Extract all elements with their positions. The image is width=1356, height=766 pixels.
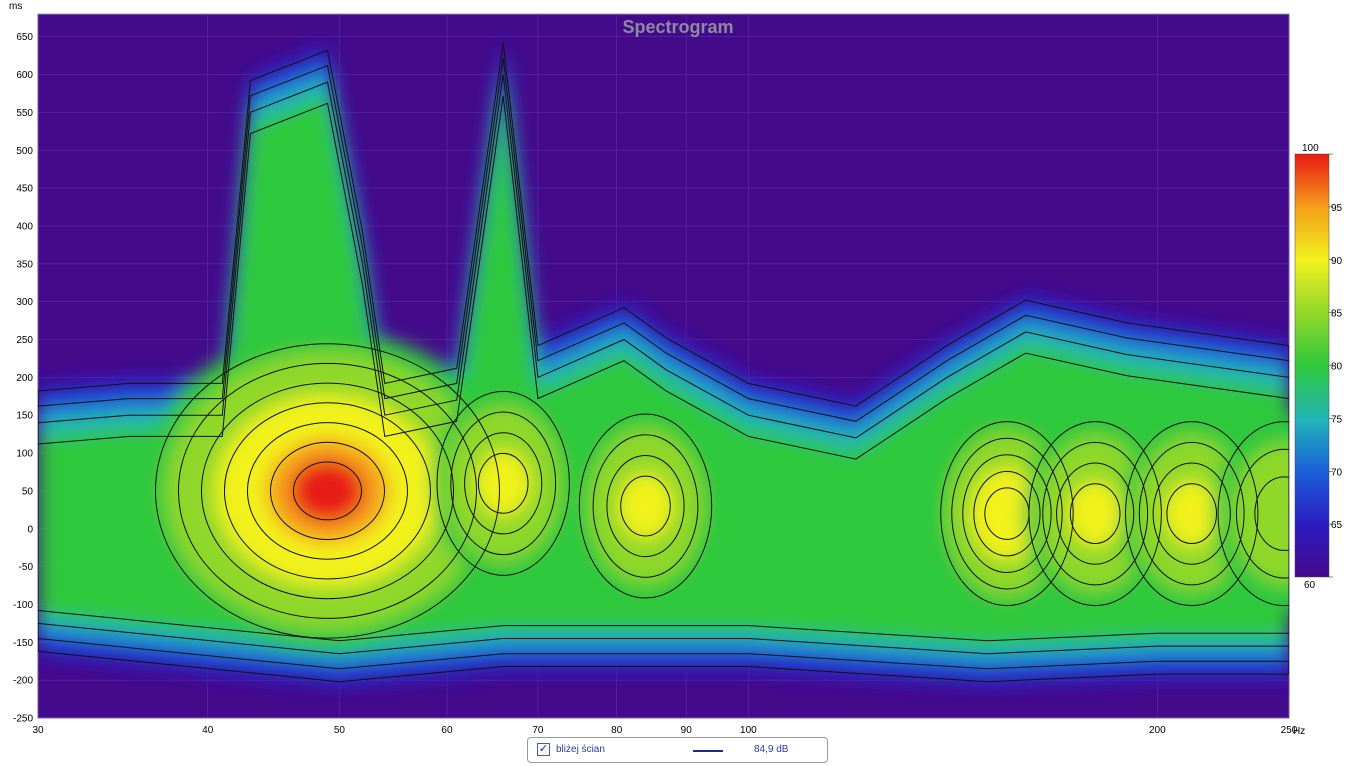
- y-tick-label: 100: [16, 449, 33, 460]
- peak-contour: [1138, 441, 1245, 586]
- peak-contour: [154, 343, 500, 639]
- legend-box: ✓ bliżej ścian 84,9 dB: [527, 737, 828, 763]
- x-axis-ticks: 30 40 50 60 70 80 90 100 200 250: [32, 725, 1297, 736]
- x-tick-label: 80: [611, 725, 623, 736]
- colorbar-ticks: 100 95 90 85 80 75 70 65 60: [1302, 143, 1343, 591]
- peak-contour: [292, 461, 362, 521]
- peak-contour: [578, 413, 713, 599]
- peak-contour: [606, 454, 685, 558]
- colorbar-tick-label: 60: [1304, 580, 1316, 591]
- peak-contour: [223, 402, 431, 580]
- y-tick-label: 200: [16, 373, 33, 384]
- peak-level-region: [1252, 473, 1289, 554]
- legend-series-value: 84,9 dB: [754, 744, 789, 755]
- y-tick-label: -100: [13, 600, 33, 611]
- colorbar-tick-label: 90: [1331, 256, 1343, 267]
- peak-contour: [592, 434, 699, 578]
- y-tick-label: 250: [16, 335, 33, 346]
- peak-contour: [1042, 441, 1149, 586]
- y-tick-label: 500: [16, 146, 33, 157]
- x-tick-label: 70: [532, 725, 544, 736]
- peak-contour: [1152, 462, 1231, 565]
- y-tick-label: -250: [13, 714, 33, 725]
- peak-contour: [940, 421, 1074, 607]
- peak-contour: [246, 422, 408, 560]
- colorbar-tick-label: 65: [1331, 520, 1343, 531]
- y-tick-label: 150: [16, 411, 33, 422]
- y-tick-label: 0: [27, 524, 33, 535]
- peak-contour: [1056, 462, 1135, 565]
- peak-contour: [1069, 483, 1121, 545]
- spectrogram-surface: [38, 36, 1289, 688]
- y-tick-label: -150: [13, 638, 33, 649]
- peak-contour: [464, 432, 543, 535]
- contour-line: [38, 57, 1289, 670]
- peak-contour: [450, 411, 557, 556]
- x-tick-label: 60: [441, 725, 453, 736]
- peak-contour: [962, 454, 1052, 574]
- legend-series-name: bliżej ścian: [556, 744, 605, 755]
- y-tick-label: -50: [19, 562, 34, 573]
- contour-line: [38, 95, 1289, 642]
- y-tick-label: 600: [16, 70, 33, 81]
- y-axis-ticks: 650600550500450400350300250200150100500-…: [13, 32, 33, 724]
- peak-level-region: [982, 485, 1031, 542]
- peak-level-region: [476, 450, 531, 516]
- colorbar-tick-label: 100: [1302, 143, 1319, 154]
- colorbar-tick-label: 75: [1331, 414, 1343, 425]
- x-tick-label: 40: [202, 725, 214, 736]
- contour-line: [38, 42, 1289, 683]
- peak-contour: [1254, 476, 1289, 551]
- colorbar-tick-label: 95: [1331, 203, 1343, 214]
- peak-level-region: [1068, 481, 1123, 547]
- peak-level-region: [1164, 481, 1219, 547]
- colorbar-tick-label: 85: [1331, 309, 1343, 320]
- y-tick-label: 400: [16, 221, 33, 232]
- legend-checkbox[interactable]: ✓: [537, 743, 550, 756]
- chart-title: Spectrogram: [622, 17, 733, 37]
- y-tick-label: 450: [16, 184, 33, 195]
- x-tick-label: 100: [740, 725, 757, 736]
- y-tick-label: 350: [16, 259, 33, 270]
- y-tick-label: 650: [16, 32, 33, 43]
- peak-contour: [973, 470, 1041, 557]
- colorbar: [1294, 153, 1330, 578]
- peak-contour: [1235, 448, 1289, 579]
- peak-level-region: [290, 459, 365, 523]
- x-tick-label: 50: [334, 725, 346, 736]
- y-tick-label: 300: [16, 297, 33, 308]
- peak-level-region: [618, 473, 673, 539]
- x-tick-label: 30: [32, 725, 44, 736]
- peak-contour: [477, 452, 529, 514]
- peak-contour: [1028, 421, 1162, 607]
- colorbar-tick-label: 70: [1331, 467, 1343, 478]
- x-unit-label: Hz: [1293, 726, 1305, 737]
- colorbar-tick-label: 80: [1331, 362, 1343, 373]
- peak-contour: [200, 382, 454, 600]
- legend-series-swatch: [693, 750, 723, 752]
- peak-contour: [1125, 421, 1259, 607]
- peak-contour: [177, 362, 477, 619]
- contour-lines: [38, 42, 1289, 683]
- peak-contour: [269, 441, 385, 541]
- peak-contour: [1166, 483, 1218, 545]
- x-tick-label: 200: [1149, 725, 1166, 736]
- peak-contour: [436, 390, 570, 576]
- y-tick-label: -200: [13, 676, 33, 687]
- peak-contour: [1217, 421, 1289, 607]
- y-tick-label: 550: [16, 108, 33, 119]
- contour-line: [38, 74, 1289, 655]
- y-tick-label: 50: [22, 486, 34, 497]
- peak-contour: [951, 437, 1063, 590]
- x-tick-label: 90: [681, 725, 693, 736]
- y-unit-label: ms: [9, 1, 22, 12]
- x-tick-label: 250: [1281, 725, 1298, 736]
- peak-contour: [620, 475, 671, 537]
